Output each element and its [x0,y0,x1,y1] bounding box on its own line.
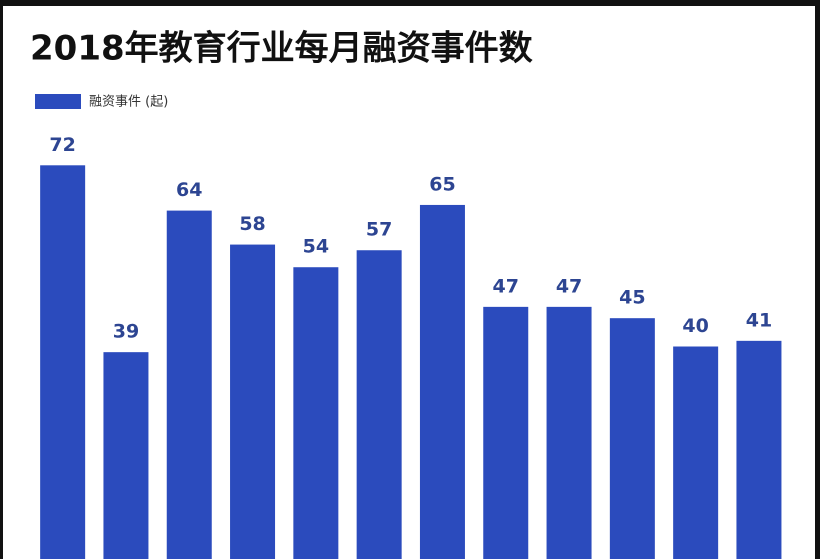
legend-label: 融资事件 (起) [89,95,168,110]
bar [166,210,212,559]
bar [673,346,719,559]
value-label: 57 [366,219,392,241]
value-label: 72 [49,134,75,156]
bar [40,165,86,559]
bar [609,318,655,559]
value-label: 47 [493,275,519,297]
bar [293,267,339,559]
value-label: 47 [556,275,582,297]
bar [230,244,276,559]
value-label: 64 [176,179,202,201]
bar [483,306,529,559]
value-label: 65 [429,173,455,195]
value-label: 54 [303,236,329,258]
bar [736,340,782,559]
left-border [0,0,3,559]
bar [419,204,465,559]
value-label: 40 [682,315,708,337]
value-label: 41 [746,309,772,331]
value-label: 58 [239,213,265,235]
bar [356,250,402,559]
value-label: 39 [113,321,139,343]
chart-title: 2018年教育行业每月融资事件数 [30,29,533,69]
bar [546,306,592,559]
legend-swatch [35,94,81,109]
right-border [815,0,820,559]
top-border [0,0,820,6]
bar [103,352,149,559]
value-label: 45 [619,287,645,309]
